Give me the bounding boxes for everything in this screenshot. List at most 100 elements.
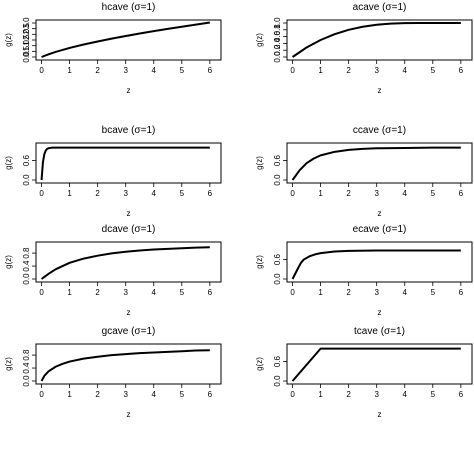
x-tick-label: 1 <box>67 288 72 297</box>
x-tick-label: 1 <box>318 390 323 399</box>
x-tick-label: 4 <box>403 288 408 297</box>
y-axis-label: g(z) <box>4 357 13 371</box>
x-tick-label: 0 <box>290 390 295 399</box>
series-line-0 <box>291 249 461 280</box>
x-tick-label: 4 <box>152 390 157 399</box>
chart-panel-5: ecave (σ=1) 0 1 2 3 4 5 6 0.0 0.6 z g(z) <box>255 224 473 317</box>
chart-title: hcave (σ=1) <box>102 2 156 13</box>
y-tick-label: 0.0 <box>273 51 282 63</box>
series-line-0 <box>40 146 210 181</box>
y-tick-label: 0.4 <box>22 260 31 272</box>
x-tick-label: 0 <box>290 66 295 75</box>
x-tick-label: 4 <box>403 390 408 399</box>
x-tick-label: 4 <box>152 66 157 75</box>
x-tick-label: 6 <box>208 390 213 399</box>
chart-title: dcave (σ=1) <box>102 224 156 235</box>
y-tick-label: 2.5 <box>22 23 31 35</box>
x-tick-label: 5 <box>431 288 436 297</box>
y-axis-label: g(z) <box>255 255 264 269</box>
x-tick-label: 3 <box>123 288 128 297</box>
x-tick-label: 2 <box>346 66 351 75</box>
y-tick-label: 3.0 <box>22 17 31 29</box>
chart-title: acave (σ=1) <box>353 2 407 13</box>
x-tick-label: 6 <box>459 288 464 297</box>
x-axis-label: z <box>127 209 131 218</box>
x-tick-label: 2 <box>346 390 351 399</box>
y-tick-label: 1.0 <box>22 40 31 52</box>
y-tick-label: 0.0 <box>22 51 31 63</box>
x-tick-label: 3 <box>374 66 379 75</box>
y-axis-label: g(z) <box>255 357 264 371</box>
x-tick-label: 6 <box>459 189 464 198</box>
y-tick-label: 0.8 <box>273 24 282 36</box>
x-tick-label: 0 <box>39 189 44 198</box>
x-tick-label: 6 <box>208 288 213 297</box>
x-tick-label: 3 <box>123 390 128 399</box>
y-axis-label: g(z) <box>4 33 13 47</box>
chart-title: gcave (σ=1) <box>102 326 156 337</box>
series-line-0 <box>291 347 461 382</box>
y-tick-label: 2.0 <box>22 28 31 40</box>
plot-frame <box>35 142 222 184</box>
x-axis-label: z <box>127 410 131 419</box>
x-tick-label: 5 <box>180 390 185 399</box>
x-tick-label: 2 <box>95 390 100 399</box>
chart-title: ccave (σ=1) <box>353 125 406 136</box>
x-axis-label: z <box>127 308 131 317</box>
y-tick-label: 0.0 <box>273 375 282 387</box>
y-tick-label: 0.6 <box>273 355 282 367</box>
y-tick-label: 0.0 <box>22 174 31 186</box>
series-line-0 <box>291 146 461 181</box>
x-axis-label: z <box>127 86 131 95</box>
x-tick-label: 2 <box>95 189 100 198</box>
chart-title: ecave (σ=1) <box>353 224 407 235</box>
x-tick-label: 4 <box>152 189 157 198</box>
x-tick-label: 5 <box>180 288 185 297</box>
x-tick-label: 3 <box>123 66 128 75</box>
plot-frame <box>35 19 222 61</box>
y-tick-label: 0.8 <box>22 247 31 259</box>
y-tick-label: 0.0 <box>22 375 31 387</box>
x-tick-label: 0 <box>39 288 44 297</box>
x-tick-label: 0 <box>290 288 295 297</box>
x-tick-label: 5 <box>431 66 436 75</box>
x-tick-label: 3 <box>374 390 379 399</box>
x-tick-label: 2 <box>346 288 351 297</box>
x-tick-label: 4 <box>403 189 408 198</box>
x-tick-label: 0 <box>290 189 295 198</box>
y-tick-label: 0.6 <box>22 154 31 166</box>
x-tick-label: 3 <box>123 189 128 198</box>
y-tick-label: 0.6 <box>273 30 282 42</box>
x-axis-label: z <box>378 410 382 419</box>
x-tick-label: 1 <box>67 66 72 75</box>
x-tick-label: 2 <box>346 189 351 198</box>
chart-panel-0: hcave (σ=1) 0 1 2 3 4 5 6 0.00.51.01.52.02.53.0 z… <box>4 2 222 95</box>
x-tick-label: 2 <box>95 288 100 297</box>
x-axis-label: z <box>378 86 382 95</box>
series-line-0 <box>40 349 210 382</box>
x-tick-label: 3 <box>374 288 379 297</box>
x-tick-label: 6 <box>208 66 213 75</box>
x-tick-label: 4 <box>152 288 157 297</box>
x-tick-label: 5 <box>180 189 185 198</box>
plot-frame <box>286 343 473 385</box>
y-tick-label: 0.8 <box>22 349 31 361</box>
y-axis-label: g(z) <box>255 156 264 170</box>
series-line-0 <box>41 21 210 58</box>
plot-frame <box>35 343 222 385</box>
plot-frame <box>286 241 473 283</box>
chart-title: bcave (σ=1) <box>102 125 156 136</box>
x-tick-label: 1 <box>318 189 323 198</box>
x-tick-label: 1 <box>67 390 72 399</box>
y-tick-label: 0.0 <box>273 174 282 186</box>
chart-title: tcave (σ=1) <box>354 326 405 337</box>
y-tick-label: 0.5 <box>22 45 31 57</box>
x-tick-label: 0 <box>39 66 44 75</box>
series-line-0 <box>291 22 461 58</box>
plot-frame <box>35 241 222 283</box>
y-tick-label: 1.5 <box>22 34 31 46</box>
y-tick-label: 0.4 <box>273 37 282 49</box>
chart-panel-3: ccave (σ=1) 0 1 2 3 4 5 6 0.0 0.6 z g(z) <box>255 125 473 218</box>
y-axis-label: g(z) <box>4 156 13 170</box>
